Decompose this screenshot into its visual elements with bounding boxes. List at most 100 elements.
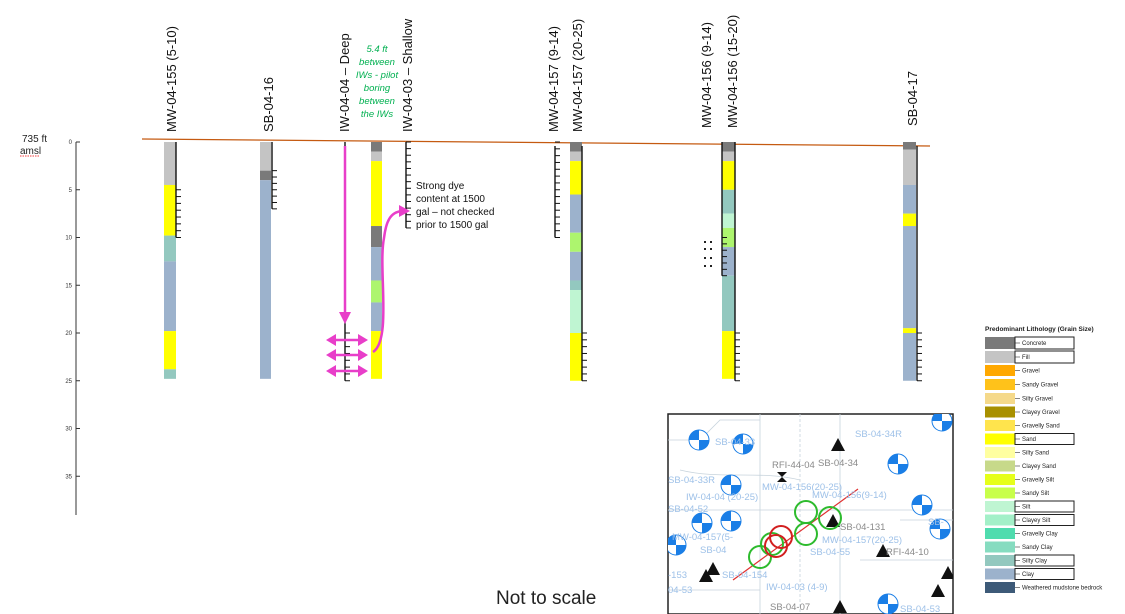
legend-item-label: Clay (1022, 572, 1034, 578)
lithology-interval (164, 331, 176, 370)
lithology-interval (903, 333, 916, 381)
well-screen-mw156b (734, 142, 740, 382)
boring-symbol (699, 569, 713, 582)
lithology-interval (722, 275, 735, 332)
map-label: SB- (928, 517, 944, 528)
monitoring-well-symbol (911, 494, 933, 516)
boring-column-mw157b (570, 142, 582, 381)
elevation-unit: amsl (20, 146, 41, 157)
lithology-interval (260, 180, 271, 379)
inset-site-map: SB-04-33 SB-04-34R RFI-44-04 SB-04-34 SB… (667, 413, 954, 614)
injection-well-ring (764, 534, 788, 558)
map-label: SB-04-07 (770, 602, 810, 613)
lithology-interval (570, 333, 582, 381)
legend-title: Predominant Lithology (Grain Size) (985, 326, 1094, 333)
map-label: IW-04-03 (4-9) (766, 582, 828, 593)
lithology-interval (164, 235, 176, 262)
monitoring-well-symbol (929, 518, 951, 540)
well-label-mw156b: MW-04-156 (15-20) (725, 15, 740, 128)
map-label: SB-04-33R (668, 475, 715, 486)
monitoring-well-symbol (887, 453, 909, 475)
spacing-note-line: between (359, 96, 395, 107)
lithology-interval (722, 331, 735, 379)
depth-tick-label: 35 (65, 474, 72, 480)
depth-tick-label: 15 (65, 283, 72, 289)
lithology-interval (570, 290, 582, 333)
well-columns (164, 142, 916, 381)
highlighted-well-ring (760, 532, 784, 556)
legend-item: Silty Clay (985, 554, 1075, 567)
legend-item: Silty Sand (985, 447, 1049, 458)
legend-item-label: Clayey Gravel (1022, 410, 1060, 416)
spacing-note: 5.4 ft between IWs - pilot boring betwee… (356, 44, 399, 120)
lithology-interval (722, 151, 735, 162)
lithology-interval (903, 184, 916, 214)
lithology-interval (570, 251, 582, 281)
boring-column-iw03 (371, 142, 382, 379)
legend-item-label: Gravel (1022, 369, 1040, 375)
well-label-mw157b: MW-04-157 (20-25) (570, 19, 585, 132)
map-label: MW-04-156(9-14) (812, 490, 887, 501)
legend-item: Gravelly Sand (985, 420, 1060, 431)
highlighted-well-ring (794, 500, 818, 524)
well-label-sb17: SB-04-17 (905, 71, 920, 126)
map-label: IW-04-04 (20-25) (686, 492, 758, 503)
map-labels: SB-04-33 SB-04-34R RFI-44-04 SB-04-34 SB… (668, 429, 944, 614)
legend-item-label: Weathered mudstone bedrock (1022, 586, 1103, 592)
dye-note-line: prior to 1500 gal (416, 220, 488, 231)
lithology-interval (903, 142, 916, 150)
lithology-interval (570, 232, 582, 252)
legend-item: Silty Gravel (985, 393, 1053, 404)
map-label: SB-04-154 (722, 570, 767, 581)
legend-item-label: Silt (1022, 505, 1031, 511)
boring-symbol (931, 584, 945, 597)
spacing-note-line: the IWs (361, 109, 393, 120)
well-screen-mw155 (175, 142, 181, 238)
legend-item: Concrete (985, 336, 1075, 350)
lithology-interval (722, 161, 735, 190)
legend-item: Weathered mudstone bedrock (985, 582, 1103, 593)
well-screen-sb17 (916, 146, 922, 382)
lithology-interval (903, 213, 916, 227)
legend-item-label: Sandy Gravel (1022, 383, 1058, 389)
spacing-note-line: between (359, 57, 395, 68)
dye-migration-arrow (372, 209, 403, 354)
dye-note-line: gal – not checked (416, 207, 494, 218)
lithology-interval (371, 161, 382, 227)
monitoring-well-symbol (732, 433, 754, 455)
lithology-interval (371, 151, 382, 162)
well-label-iw03: IW-04-03 – Shallow (400, 18, 415, 132)
legend-item: Clayey Silt (985, 514, 1075, 526)
lithology-interval (164, 142, 176, 185)
lithology-interval (722, 227, 735, 248)
boring-symbol (876, 544, 890, 557)
depth-tick-label: 5 (69, 188, 73, 194)
scale-note: Not to scale (496, 588, 596, 609)
ground-surface-line (141, 138, 931, 147)
lithology-legend: Predominant Lithology (Grain Size) Concr… (985, 326, 1103, 593)
legend-item-label: Sandy Silt (1022, 491, 1049, 497)
boring-symbol (706, 562, 720, 575)
lithology-interval (371, 142, 382, 152)
map-label: SB-04-53 (900, 604, 940, 614)
lithology-interval (570, 161, 582, 195)
lithology-interval (164, 184, 176, 236)
legend-item-label: Gravelly Silt (1022, 478, 1054, 484)
lithology-interval (722, 142, 735, 152)
lithology-interval (371, 280, 382, 303)
elevation-label: 735 ft (22, 134, 47, 145)
depth-tick-label: 10 (65, 236, 72, 242)
boring-symbol (941, 566, 953, 579)
legend-item: Clay (985, 568, 1075, 580)
legend-item-label: Gravelly Clay (1022, 532, 1058, 538)
legend-item-label: Sand (1022, 437, 1036, 443)
lithology-interval (570, 142, 582, 152)
injection-arrow-head (339, 312, 351, 324)
legend-item: Gravelly Silt (985, 474, 1054, 485)
well-mw156a-marks (704, 241, 712, 267)
lithology-interval (722, 247, 735, 276)
well-screen-iw03 (405, 141, 411, 229)
lithology-interval (260, 170, 271, 181)
dye-migration-arrow-head (399, 205, 410, 217)
lithology-interval (722, 189, 735, 214)
